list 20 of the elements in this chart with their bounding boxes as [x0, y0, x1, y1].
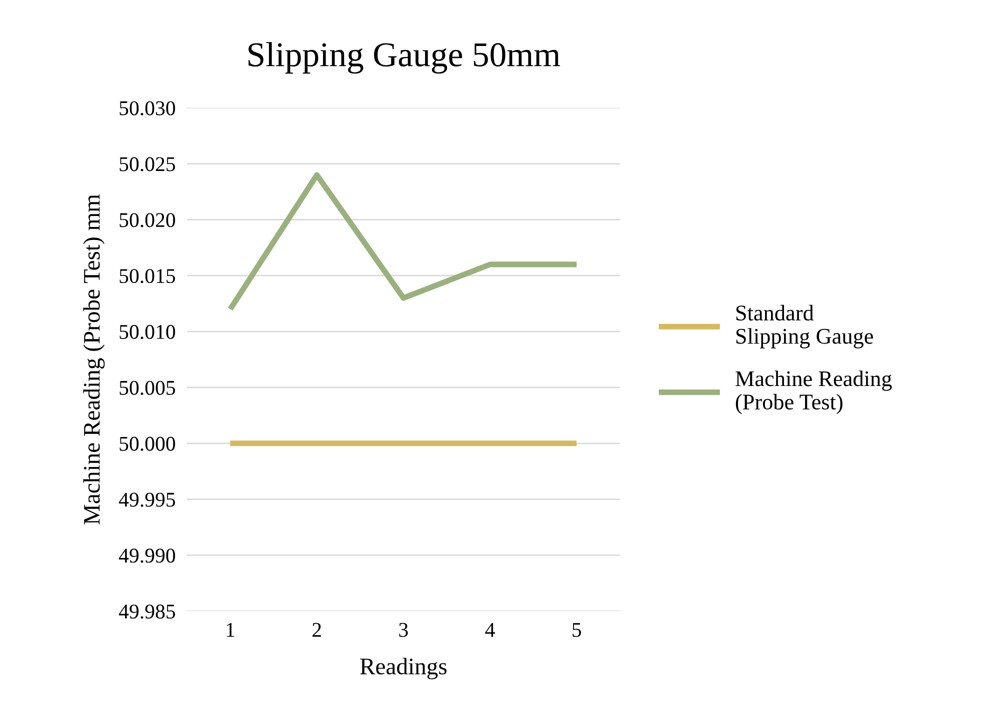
y-tick-label: 50.005: [120, 380, 176, 395]
y-tick-label: 50.025: [120, 157, 176, 172]
y-tick-label: 49.990: [118, 548, 176, 563]
x-tick-label: 4: [485, 623, 495, 637]
legend-label: Machine Reading (Probe Test): [736, 370, 892, 414]
y-axis-title: Machine Reading (Probe Test) mm: [83, 194, 105, 524]
x-tick-label: 5: [572, 623, 582, 637]
x-axis-title: Readings: [360, 658, 447, 680]
y-tick-label: 49.995: [118, 492, 176, 507]
legend-label: Standard Slipping Gauge: [736, 304, 874, 348]
x-tick-label: 1: [226, 622, 234, 637]
y-tick-label: 50.000: [120, 436, 176, 451]
y-tick-label: 50.015: [120, 268, 176, 284]
chart-title: Slipping Gauge 50mm: [248, 42, 560, 74]
y-tick-label: 50.010: [120, 324, 176, 340]
y-tick-label: 50.020: [120, 213, 176, 228]
x-tick-label: 3: [399, 622, 408, 637]
y-tick-label: 49.985: [118, 604, 176, 619]
x-tick-label: 2: [312, 622, 321, 637]
y-tick-label: 50.030: [120, 101, 176, 116]
